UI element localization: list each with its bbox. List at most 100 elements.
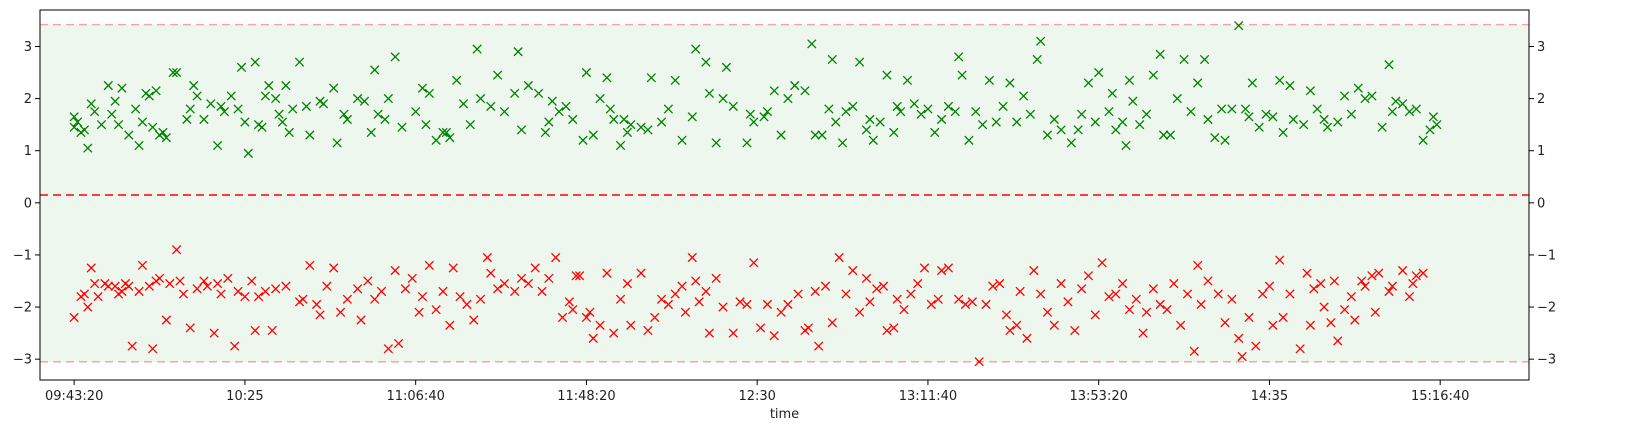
data-point [376, 286, 387, 297]
data-point [643, 325, 653, 336]
data-point [1275, 255, 1285, 265]
data-point [370, 294, 380, 304]
data-point [595, 93, 605, 104]
data-point [687, 252, 697, 263]
data-point [264, 80, 274, 91]
data-point [1035, 289, 1046, 299]
data-point [370, 65, 380, 75]
data-point [212, 140, 223, 151]
data-point [677, 135, 687, 145]
data-point [865, 297, 875, 307]
data-point [1216, 104, 1227, 114]
data-point [1018, 91, 1029, 101]
data-point [783, 299, 793, 310]
y-tick-label-left: −3 [13, 353, 32, 368]
data-point [165, 278, 175, 289]
data-point [677, 281, 687, 291]
data-point [89, 278, 100, 289]
data-point [523, 278, 534, 289]
data-point [185, 323, 195, 333]
data-point [595, 320, 605, 330]
data-point [257, 122, 267, 132]
data-point [1367, 271, 1377, 281]
data-point [1251, 341, 1261, 351]
data-point [1264, 281, 1275, 291]
data-point [93, 291, 103, 302]
data-point [240, 117, 250, 127]
data-point [69, 112, 79, 122]
data-point [469, 315, 479, 325]
data-point [124, 281, 134, 291]
y-tick-label-left: 1 [24, 144, 32, 159]
data-point [151, 86, 161, 96]
data-point [561, 101, 571, 112]
data-point [998, 101, 1008, 112]
data-point [281, 80, 291, 91]
data-point [342, 114, 353, 125]
data-point [574, 271, 585, 281]
x-tick-label: 14:35 [1251, 389, 1288, 404]
data-point [609, 328, 619, 338]
data-point [755, 323, 766, 333]
data-point [414, 307, 424, 317]
data-point [602, 268, 612, 278]
data-point [588, 130, 598, 140]
data-point [718, 302, 728, 312]
data-point [1117, 278, 1128, 289]
data-point [1155, 299, 1165, 310]
data-point [728, 101, 738, 112]
data-point [568, 114, 578, 125]
data-point [79, 289, 90, 299]
data-point [1268, 112, 1278, 122]
data-point [875, 117, 885, 127]
data-point [615, 140, 626, 151]
data-point [83, 143, 93, 153]
data-point [168, 67, 178, 78]
data-point [1326, 318, 1336, 328]
data-point [335, 307, 346, 317]
data-point [127, 341, 137, 351]
y-tick-label-left: 0 [24, 196, 32, 211]
data-point [533, 88, 544, 99]
data-point [793, 289, 803, 299]
data-point [916, 109, 926, 119]
data-point [455, 291, 465, 302]
data-point [342, 294, 353, 304]
data-point [298, 294, 308, 304]
data-point [1090, 117, 1100, 127]
data-point [1005, 325, 1015, 336]
data-point [813, 341, 824, 351]
data-point [909, 99, 919, 109]
data-point [1316, 278, 1326, 289]
data-point [178, 289, 189, 299]
data-point [1049, 320, 1059, 330]
data-point [83, 302, 93, 312]
data-point [288, 104, 298, 114]
data-point [790, 80, 800, 91]
data-point [557, 312, 568, 323]
y-tick-label-right: −3 [1537, 353, 1556, 368]
data-point [957, 70, 967, 80]
data-point [656, 294, 667, 304]
data-point [701, 57, 711, 67]
x-axis-title: time [770, 407, 799, 422]
data-point [301, 101, 312, 112]
data-point [1322, 122, 1333, 132]
data-point [1066, 138, 1077, 148]
data-point [1285, 80, 1295, 91]
data-point [1042, 307, 1053, 317]
data-point [1148, 70, 1158, 80]
data-point [1083, 78, 1094, 88]
data-point [1387, 106, 1398, 117]
data-point [991, 117, 1001, 127]
y-tick-label-right: 3 [1537, 40, 1545, 55]
data-point [728, 328, 738, 338]
data-point [69, 312, 79, 323]
data-point [807, 39, 817, 49]
data-point [831, 117, 841, 127]
data-point [578, 135, 588, 145]
data-point [431, 135, 441, 145]
data-point [889, 323, 899, 333]
data-point [1333, 336, 1343, 346]
data-point [411, 106, 421, 117]
